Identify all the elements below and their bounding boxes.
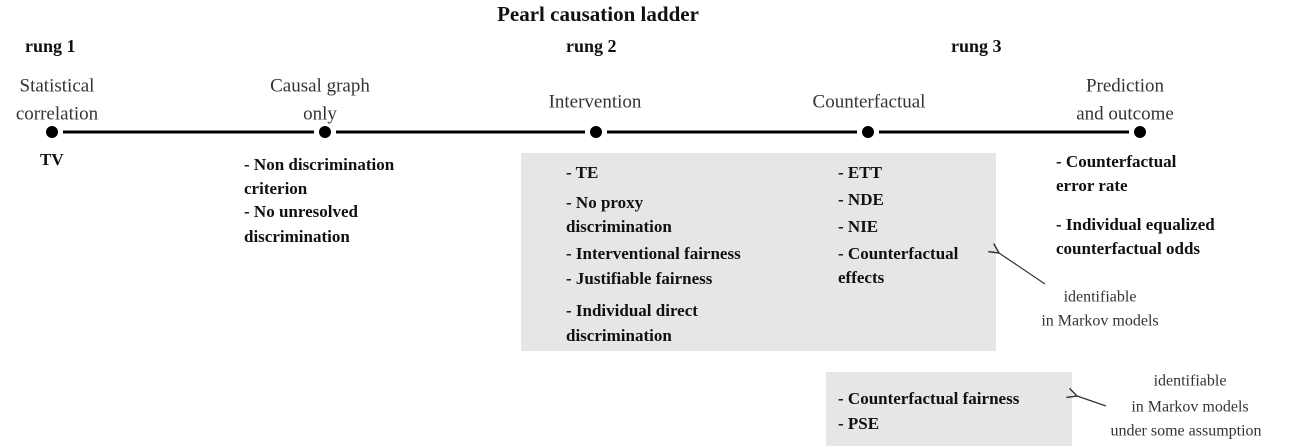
ladder-node: [319, 126, 331, 138]
item: - PSE: [838, 414, 879, 433]
item: - No proxy: [566, 193, 644, 212]
stage-label: only: [303, 103, 337, 124]
annotation: identifiable: [1064, 289, 1137, 306]
annotation: under some assumption: [1110, 423, 1261, 440]
item: effects: [838, 268, 885, 287]
item: TV: [40, 150, 64, 169]
stage-label: Prediction: [1086, 75, 1165, 96]
item: - Non discrimination: [244, 155, 395, 174]
item: criterion: [244, 179, 308, 198]
rung-label: rung 2: [566, 36, 617, 56]
stage-label: and outcome: [1076, 103, 1174, 124]
item: counterfactual odds: [1056, 239, 1200, 258]
item: discrimination: [244, 227, 350, 246]
annotation: identifiable: [1154, 373, 1227, 390]
rung-label: rung 1: [25, 36, 76, 56]
stage-label: Causal graph: [270, 75, 370, 96]
stage-label: correlation: [16, 103, 99, 124]
item: - Counterfactual: [1056, 152, 1177, 171]
item: - Interventional fairness: [566, 244, 741, 263]
item: - Individual direct: [566, 301, 698, 320]
annotation-arrow: [1077, 396, 1107, 407]
ladder-node: [862, 126, 874, 138]
annotation: in Markov models: [1041, 313, 1158, 330]
item: - ETT: [838, 163, 883, 182]
shaded-box: [826, 372, 1072, 446]
item: - NDE: [838, 190, 884, 209]
item: - TE: [566, 163, 598, 182]
ladder: [46, 126, 1146, 138]
title: Pearl causation ladder: [497, 2, 699, 26]
rung-label: rung 3: [951, 36, 1002, 56]
ladder-node: [46, 126, 58, 138]
ladder-node: [1134, 126, 1146, 138]
item: - Individual equalized: [1056, 215, 1215, 234]
item: - Counterfactual: [838, 244, 959, 263]
annotation-arrow: [999, 253, 1046, 285]
stage-label: Intervention: [549, 91, 642, 112]
item: - NIE: [838, 217, 878, 236]
ladder-node: [590, 126, 602, 138]
item: - No unresolved: [244, 202, 359, 221]
shaded-box: [521, 153, 996, 351]
item: error rate: [1056, 176, 1128, 195]
stage-label: Statistical: [20, 75, 95, 96]
stage-label: Counterfactual: [813, 91, 926, 112]
item: discrimination: [566, 217, 672, 236]
item: - Counterfactual fairness: [838, 389, 1020, 408]
annotation: in Markov models: [1131, 399, 1248, 416]
item: - Justifiable fairness: [566, 269, 713, 288]
item: discrimination: [566, 326, 672, 345]
